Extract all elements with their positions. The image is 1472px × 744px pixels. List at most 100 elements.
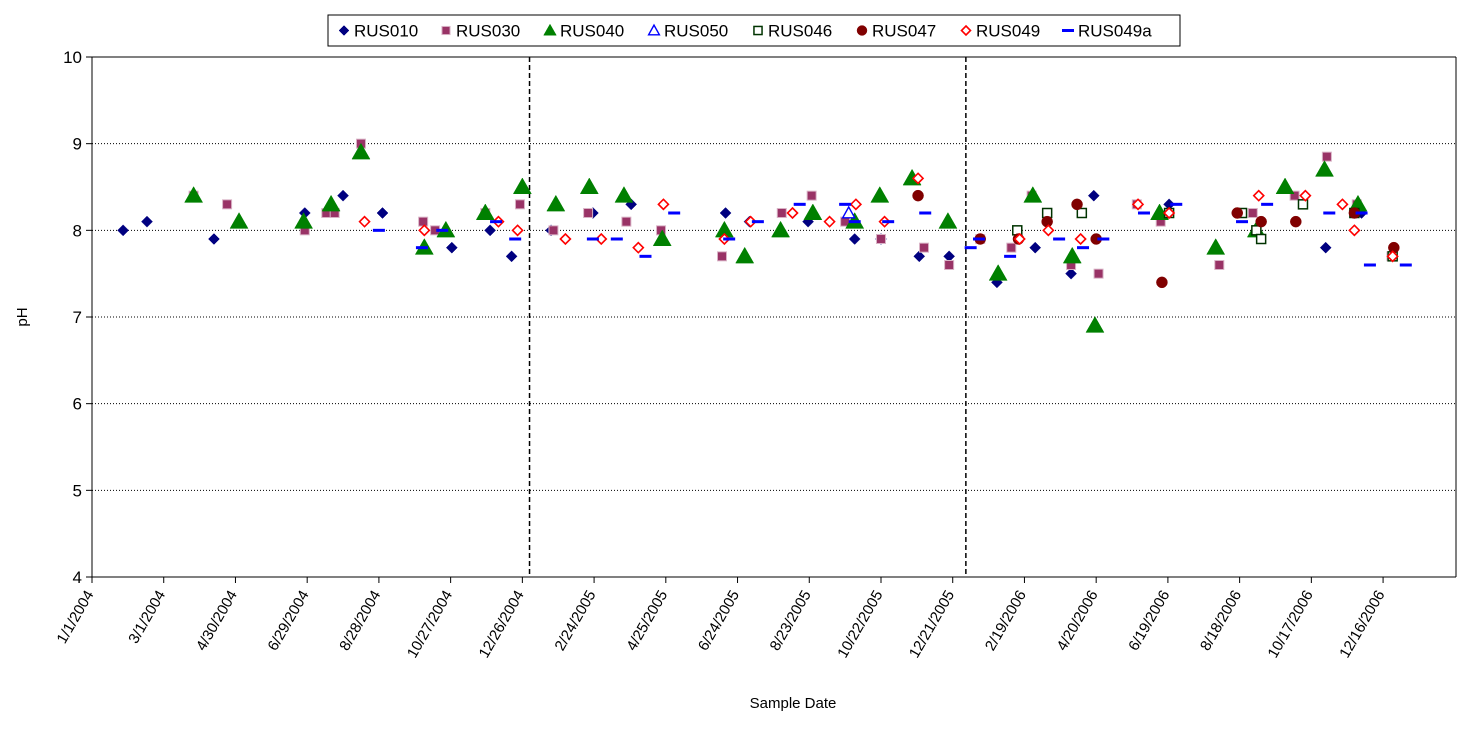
point-rus030 [1214,260,1225,270]
point-rus040 [735,246,755,264]
series-rus050 [841,205,856,219]
point-rus030 [806,190,817,201]
point-rus040 [351,142,371,160]
point-rus030 [418,216,429,227]
series-rus049a [372,202,1412,267]
point-rus049 [632,241,645,254]
point-rus040 [938,212,958,229]
x-tick-label: 4/25/2005 [623,588,671,654]
legend-marker-rus040 [543,23,557,36]
y-tick-label: 8 [73,221,82,240]
point-rus049a [415,246,428,250]
legend-marker-rus046 [753,25,763,36]
point-rus049a [1097,237,1110,241]
point-rus047 [1156,276,1168,289]
series-rus047 [912,189,1400,289]
legend-item-rus030: RUS030 [441,22,520,41]
point-rus010 [1065,267,1077,280]
point-rus049a [919,211,932,215]
legend-item-rus010: RUS010 [338,22,418,41]
point-rus049 [1348,224,1361,237]
point-rus040 [512,177,532,194]
legend-item-rus049: RUS049 [960,22,1040,41]
x-axis-label: Sample Date [750,695,837,712]
point-rus049a [509,237,522,241]
point-rus049a [490,220,503,224]
point-rus049 [1299,189,1312,202]
legend-item-rus049a: RUS049a [1062,22,1152,41]
x-tick-label: 10/22/2005 [834,588,886,662]
legend-item-rus040: RUS040 [543,22,624,41]
point-rus010 [1087,189,1100,202]
point-rus047 [1255,215,1267,228]
point-rus030 [776,208,787,218]
point-rus040 [1085,316,1105,333]
point-rus049a [751,220,764,224]
legend-label: RUS049a [1078,22,1152,41]
point-rus030 [1289,190,1300,201]
plot-frame [92,56,1457,577]
point-rus010 [505,250,518,263]
point-rus040 [614,186,634,203]
point-rus049a [1077,246,1090,250]
y-tick-label: 7 [73,308,82,327]
point-rus049 [1074,232,1087,246]
x-tick-label: 10/17/2006 [1265,588,1317,662]
point-rus049a [1170,202,1183,206]
axes-layer: 4 5 6 7 8 9 10 1/1/2004 3/1/2004 4/30/2004 6/29/20… [54,48,1456,661]
point-rus049 [1042,224,1055,237]
point-rus040 [1206,238,1226,255]
point-rus030 [1093,268,1104,279]
point-rus049 [1386,250,1399,263]
point-rus030 [514,199,525,210]
point-rus049a [436,228,449,232]
point-rus010 [1029,241,1042,254]
point-rus050 [841,205,856,219]
series-rus040 [184,142,1368,333]
x-tick-label: 12/21/2005 [906,588,958,662]
point-rus049a [639,254,652,258]
legend-marker-rus030 [441,25,451,36]
series-rus030 [188,138,1397,279]
x-tick-label: 3/1/2004 [125,588,169,647]
point-rus040 [1023,186,1043,203]
legend-label: RUS030 [456,22,520,41]
point-rus010 [141,215,153,228]
point-rus010 [913,250,926,263]
point-rus040 [475,203,495,220]
point-rus049a [1137,211,1150,215]
x-tick-label: 6/29/2004 [265,588,313,654]
point-rus040 [1062,246,1082,264]
point-rus049 [823,215,836,228]
x-tick-label: 6/24/2005 [695,588,743,654]
point-rus010 [117,224,129,237]
point-rus049 [1252,189,1265,202]
legend-label: RUS046 [768,22,832,41]
point-rus040 [546,194,566,212]
y-tick-label: 9 [73,135,82,154]
point-rus049a [839,202,852,206]
point-rus049a [668,211,681,215]
point-rus040 [1315,160,1334,177]
point-rus049 [1162,206,1176,220]
point-rus049a [1399,263,1412,267]
point-rus040 [771,220,791,238]
point-rus049 [657,198,670,211]
point-rus049a [610,237,623,241]
point-rus030 [621,216,632,227]
point-rus030 [548,225,559,236]
point-rus040 [294,212,314,229]
point-rus049 [559,232,572,246]
x-tick-label: 12/16/2006 [1336,588,1388,662]
point-rus010 [848,233,861,245]
point-rus010 [337,189,349,202]
x-tick-label: 6/19/2006 [1125,588,1173,654]
x-tick-label: 12/26/2004 [476,588,528,662]
point-rus049a [586,237,599,241]
point-rus046 [1076,207,1088,219]
x-tick-label: 8/23/2005 [767,588,815,654]
legend-marker-rus050 [647,23,661,36]
point-rus040 [870,186,890,203]
point-rus049 [1131,198,1145,211]
